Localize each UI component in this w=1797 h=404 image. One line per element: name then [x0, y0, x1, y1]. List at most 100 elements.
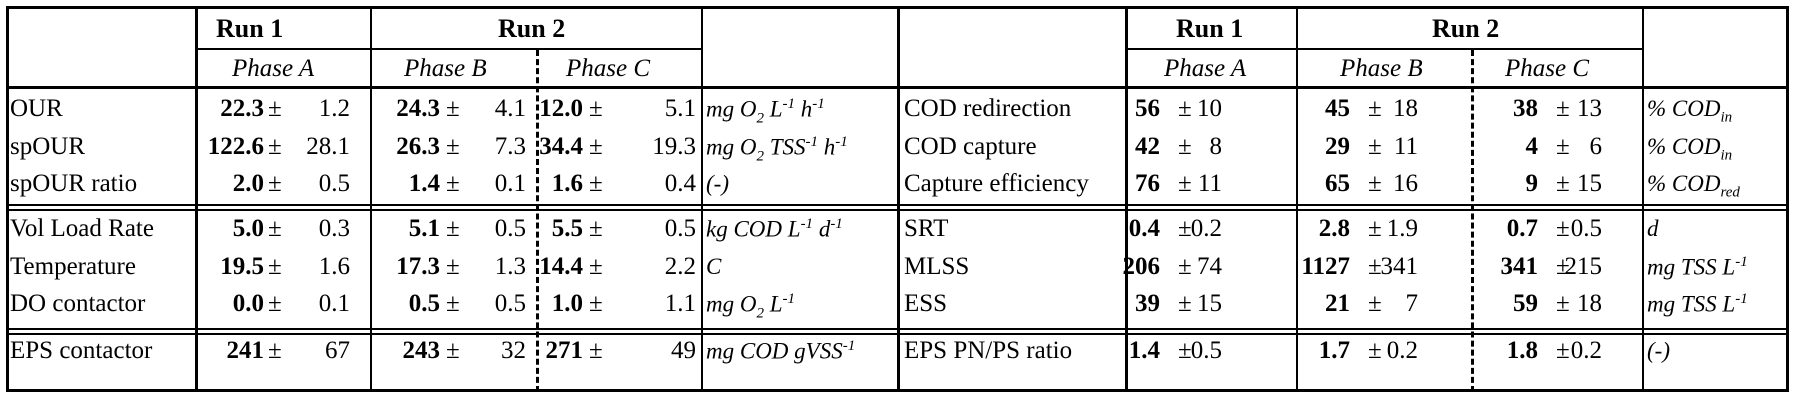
right-phase-a-sd: 8 [1209, 133, 1223, 160]
right-unit-part: (-) [1647, 338, 1670, 363]
right-unit: mg TSS L-1 [1647, 292, 1748, 316]
left-phase-c-pm: ± [589, 337, 603, 364]
right-outer-border [1786, 6, 1789, 392]
right-phase-a-pm: ± [1178, 215, 1192, 242]
left-run1-header: Run 1 [216, 14, 284, 43]
left-unit-part: L [763, 96, 783, 122]
right-phase-a-sd: 0.2 [1190, 215, 1222, 242]
right-phase-b-mean: 29 [1325, 133, 1350, 160]
right-phase-c-mean: 1.8 [1506, 337, 1538, 364]
right-phase-a-pm: ± [1178, 95, 1192, 122]
left-phase-a-mean: 241 [226, 337, 265, 364]
right-phase-b-sd: 1.9 [1386, 215, 1418, 242]
right-phase-c-pm: ± [1556, 290, 1570, 317]
left-row-label: spOUR ratio [10, 170, 138, 197]
left-phase-c-pm: ± [589, 253, 603, 280]
right-unit: d [1647, 217, 1659, 240]
right-unit-part: -1 [1735, 254, 1748, 270]
right-phase-a-mean: 56 [1135, 95, 1160, 122]
left-unit-part: -1 [835, 134, 848, 150]
right-phase-a-sd: 0.5 [1190, 337, 1222, 364]
left-unit: mg COD gVSS-1 [706, 339, 855, 363]
left-phase-b-pm: ± [446, 290, 460, 317]
right-phase-c-sd: 18 [1577, 290, 1602, 317]
right-phase-c-pm: ± [1556, 253, 1570, 280]
left-phase-c-mean: 12.0 [539, 95, 583, 122]
left-phase-b-sd: 1.3 [494, 253, 526, 280]
left-unit-part: -1 [830, 216, 843, 232]
left-phase-b-sd: 7.3 [494, 133, 526, 160]
left-unit: kg COD L-1 d-1 [706, 217, 843, 241]
left-phase-c-sd: 19.3 [652, 133, 696, 160]
left-phase-a-header: Phase A [232, 55, 315, 82]
right-phase-c-mean: 0.7 [1506, 215, 1538, 242]
right-phase-c-mean: 4 [1525, 133, 1539, 160]
left-phase-c-mean: 14.4 [539, 253, 583, 280]
right-phase-a-header: Phase A [1164, 55, 1247, 82]
left-unit-part: -1 [782, 291, 796, 307]
left-phase-a-mean: 2.0 [232, 170, 264, 197]
left-phase-a-pm: ± [268, 337, 282, 364]
right-phase-c-mean: 9 [1525, 170, 1539, 197]
right-run1-header: Run 1 [1176, 14, 1244, 43]
right-phase-a-mean: 206 [1122, 253, 1161, 280]
right-row-label: ESS [904, 290, 948, 317]
left-unit-part: C [706, 254, 722, 279]
right-unit: mg TSS L-1 [1647, 255, 1748, 279]
right-phase-a-pm: ± [1178, 170, 1192, 197]
left-unit: mg O2 L-1 h-1 [706, 97, 825, 126]
left-unit-part: (-) [706, 171, 729, 196]
right-unit-part: mg TSS L [1647, 254, 1736, 280]
left-phase-b-sd: 0.1 [494, 170, 526, 197]
right-unit-part: % COD [1647, 171, 1721, 196]
left-unit: mg O2 TSS-1 h-1 [706, 135, 848, 164]
left-row-label: Temperature [10, 253, 136, 280]
right-phase-a-sd: 11 [1197, 170, 1222, 197]
right-phase-b-mean: 2.8 [1318, 215, 1350, 242]
left-phase-c-sd: 5.1 [664, 95, 696, 122]
right-label-divider [1125, 6, 1128, 392]
left-unit-part: mg O [706, 134, 757, 160]
left-phase-c-sd: 0.4 [664, 170, 696, 197]
right-phase-a-mean: 0.4 [1128, 215, 1160, 242]
right-phase-b-pm: ± [1368, 337, 1382, 364]
right-phase-c-mean: 59 [1513, 290, 1538, 317]
left-phase-c-mean: 34.4 [539, 133, 583, 160]
right-phase-b-header: Phase B [1340, 55, 1423, 82]
right-unit-part: in [1720, 147, 1733, 164]
left-phase-c-header: Phase C [566, 55, 651, 82]
left-phase-b-pm: ± [446, 337, 460, 364]
right-unit-part: red [1720, 184, 1740, 201]
right-row-label: SRT [904, 215, 949, 242]
left-phase-c-mean: 271 [545, 337, 584, 364]
right-phase-c-mean: 341 [1500, 253, 1539, 280]
right-row-label: EPS PN/PS ratio [904, 337, 1073, 364]
right-run2-header: Run 2 [1432, 14, 1500, 43]
right-phase-c-pm: ± [1556, 133, 1570, 160]
left-unit-part: -1 [842, 338, 856, 354]
left-unit: mg O2 L-1 [706, 292, 795, 321]
right-phase-a-pm: ± [1178, 337, 1192, 364]
right-phase-c-sd: 15 [1577, 170, 1602, 197]
right-unit: % CODin [1647, 97, 1732, 126]
header-subrule-right [1126, 48, 1644, 50]
right-unit-part: % COD [1647, 96, 1721, 121]
right-phase-a-mean: 42 [1135, 133, 1160, 160]
right-phase-bc-dashed-divider [1471, 50, 1474, 392]
left-unit-part: TSS [763, 134, 806, 160]
right-phase-c-header: Phase C [1505, 55, 1590, 82]
left-phase-c-sd: 0.5 [664, 215, 696, 242]
right-phase-b-mean: 21 [1325, 290, 1350, 317]
right-phase-b-sd: 0.2 [1386, 337, 1418, 364]
right-phase-b-pm: ± [1368, 290, 1382, 317]
left-row-label: EPS contactor [10, 337, 153, 364]
left-phase-a-sd: 0.3 [318, 215, 350, 242]
left-phase-c-mean: 1.6 [551, 170, 583, 197]
right-phase-b-pm: ± [1368, 170, 1382, 197]
right-phase-c-mean: 38 [1513, 95, 1538, 122]
left-phase-b-sd: 32 [501, 337, 526, 364]
left-phase-b-mean: 0.5 [408, 290, 440, 317]
right-phase-b-mean: 1.7 [1318, 337, 1350, 364]
right-unit-part: in [1720, 109, 1733, 126]
left-unit-part: h [795, 96, 813, 122]
